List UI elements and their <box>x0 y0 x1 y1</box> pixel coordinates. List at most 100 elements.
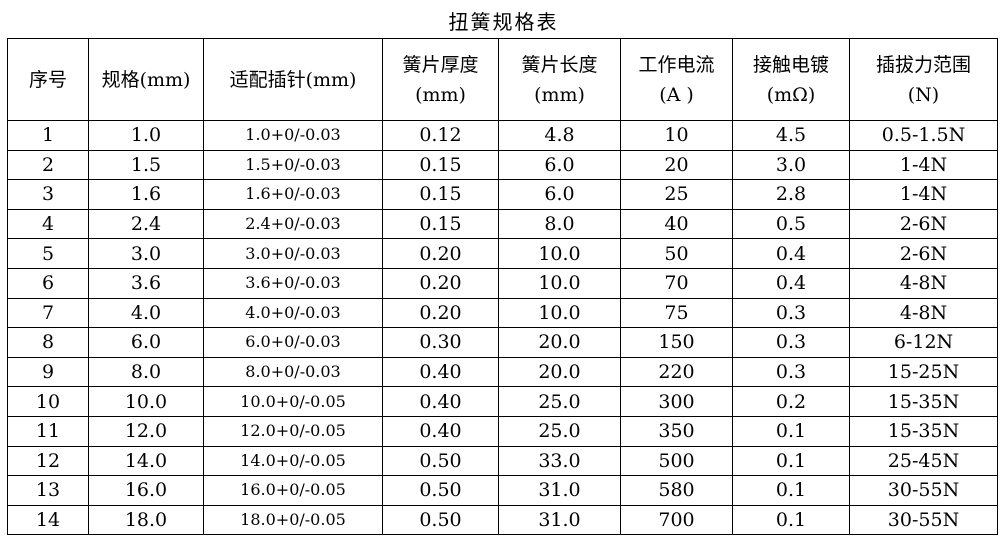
spec-table: 序号 规格(mm) 适配插针(mm) 簧片厚度 (mm) 簧片长度 (mm) 工作电流 (A )… <box>7 38 998 536</box>
table-cell: 3.0 <box>732 149 850 181</box>
table-cell: 33.0 <box>498 445 621 477</box>
table-row: 14 18.0 18.0+0/-0.05 0.50 31.0 700 0.1 30-55N <box>7 504 998 536</box>
table-cell: 31.0 <box>498 475 621 506</box>
table-cell: 1.0 <box>88 120 204 151</box>
table-cell: 0.2 <box>732 386 850 417</box>
table-cell: 0.40 <box>382 386 499 417</box>
header-text: (mΩ) <box>766 83 816 106</box>
table-cell: 11 <box>7 415 89 447</box>
table-cell: 0.5-1.5N <box>849 120 998 151</box>
table-cell: 0.15 <box>382 179 499 210</box>
table-cell: 1.0+0/-0.03 <box>203 120 383 151</box>
table-cell: 4-8N <box>849 267 998 299</box>
table-cell: 70 <box>620 267 733 299</box>
table-cell: 0.20 <box>382 297 499 329</box>
table-cell: 8.0 <box>498 208 621 240</box>
table-cell: 0.50 <box>382 445 499 477</box>
table-cell: 220 <box>620 356 733 388</box>
header-cell: 簧片厚度 (mm) <box>382 38 499 121</box>
table-row: 11 12.0 12.0+0/-0.05 0.40 25.0 350 0.1 15-35N <box>7 415 998 447</box>
table-cell: 3 <box>7 179 89 210</box>
table-cell: 4.5 <box>732 120 850 151</box>
header-text: 簧片厚度 <box>402 53 479 76</box>
table-cell: 0.1 <box>732 475 850 506</box>
table-cell: 10.0 <box>498 297 621 329</box>
table-cell: 300 <box>620 386 733 417</box>
header-text: 簧片长度 <box>521 53 598 76</box>
table-cell: 0.1 <box>732 445 850 477</box>
table-cell: 10.0 <box>498 267 621 299</box>
table-cell: 20.0 <box>498 356 621 388</box>
table-cell: 0.5 <box>732 208 850 240</box>
table-cell: 500 <box>620 445 733 477</box>
table-cell: 3.6+0/-0.03 <box>203 267 383 299</box>
table-row: 7 4.0 4.0+0/-0.03 0.20 10.0 75 0.3 4-8N <box>7 297 998 329</box>
table-cell: 75 <box>620 297 733 329</box>
table-cell: 10 <box>620 120 733 151</box>
table-cell: 30-55N <box>849 504 998 536</box>
table-cell: 0.30 <box>382 327 499 358</box>
table-cell: 12.0+0/-0.05 <box>203 415 383 447</box>
table-cell: 18.0 <box>88 504 204 536</box>
table-cell: 0.3 <box>732 356 850 388</box>
header-text: 工作电流 <box>638 53 715 76</box>
table-cell: 50 <box>620 238 733 269</box>
table-cell: 2.8 <box>732 179 850 210</box>
header-text: (N) <box>907 83 940 106</box>
table-cell: 0.40 <box>382 415 499 447</box>
table-cell: 20.0 <box>498 327 621 358</box>
table-cell: 150 <box>620 327 733 358</box>
table-cell: 7 <box>7 297 89 329</box>
table-cell: 12 <box>7 445 89 477</box>
table-cell: 0.4 <box>732 238 850 269</box>
table-cell: 1-4N <box>849 179 998 210</box>
table-cell: 350 <box>620 415 733 447</box>
header-cell: 接触电镀 (mΩ) <box>732 38 850 121</box>
table-cell: 2 <box>7 149 89 181</box>
table-cell: 6 <box>7 267 89 299</box>
table-cell: 6.0 <box>498 149 621 181</box>
table-cell: 6.0 <box>498 179 621 210</box>
table-cell: 8.0+0/-0.03 <box>203 356 383 388</box>
table-cell: 30-55N <box>849 475 998 506</box>
table-cell: 1.6 <box>88 179 204 210</box>
table-cell: 4.0+0/-0.03 <box>203 297 383 329</box>
header-text: 规格(mm) <box>101 68 191 91</box>
table-cell: 15-25N <box>849 356 998 388</box>
table-cell: 25.0 <box>498 415 621 447</box>
table-cell: 15-35N <box>849 386 998 417</box>
header-cell: 规格(mm) <box>88 38 204 121</box>
table-row: 10 10.0 10.0+0/-0.05 0.40 25.0 300 0.2 15-35N <box>7 386 998 417</box>
table-cell: 14.0 <box>88 445 204 477</box>
table-cell: 14 <box>7 504 89 536</box>
table-cell: 6-12N <box>849 327 998 358</box>
table-cell: 1.5 <box>88 149 204 181</box>
table-cell: 12.0 <box>88 415 204 447</box>
table-cell: 0.3 <box>732 327 850 358</box>
table-cell: 0.15 <box>382 149 499 181</box>
table-row: 2 1.5 1.5+0/-0.03 0.15 6.0 20 3.0 1-4N <box>7 149 998 181</box>
table-row: 13 16.0 16.0+0/-0.05 0.50 31.0 580 0.1 30-55N <box>7 475 998 506</box>
header-row: 序号 规格(mm) 适配插针(mm) 簧片厚度 (mm) 簧片长度 (mm) 工作电流 (A )… <box>7 38 998 121</box>
table-cell: 40 <box>620 208 733 240</box>
table-cell: 4-8N <box>849 297 998 329</box>
table-cell: 6.0+0/-0.03 <box>203 327 383 358</box>
table-cell: 8 <box>7 327 89 358</box>
header-cell: 工作电流 (A ) <box>620 38 733 121</box>
table-cell: 1-4N <box>849 149 998 181</box>
table-row: 4 2.4 2.4+0/-0.03 0.15 8.0 40 0.5 2-6N <box>7 208 998 240</box>
table-cell: 25-45N <box>849 445 998 477</box>
table-cell: 25 <box>620 179 733 210</box>
table-cell: 0.50 <box>382 475 499 506</box>
table-cell: 580 <box>620 475 733 506</box>
table-cell: 3.6 <box>88 267 204 299</box>
header-text: (mm) <box>415 83 466 106</box>
header-text: (mm) <box>534 83 585 106</box>
table-cell: 4.8 <box>498 120 621 151</box>
table-cell: 25.0 <box>498 386 621 417</box>
header-cell: 适配插针(mm) <box>203 38 383 121</box>
table-cell: 13 <box>7 475 89 506</box>
table-row: 12 14.0 14.0+0/-0.05 0.50 33.0 500 0.1 25-45N <box>7 445 998 477</box>
table-cell: 0.20 <box>382 267 499 299</box>
table-cell: 5 <box>7 238 89 269</box>
